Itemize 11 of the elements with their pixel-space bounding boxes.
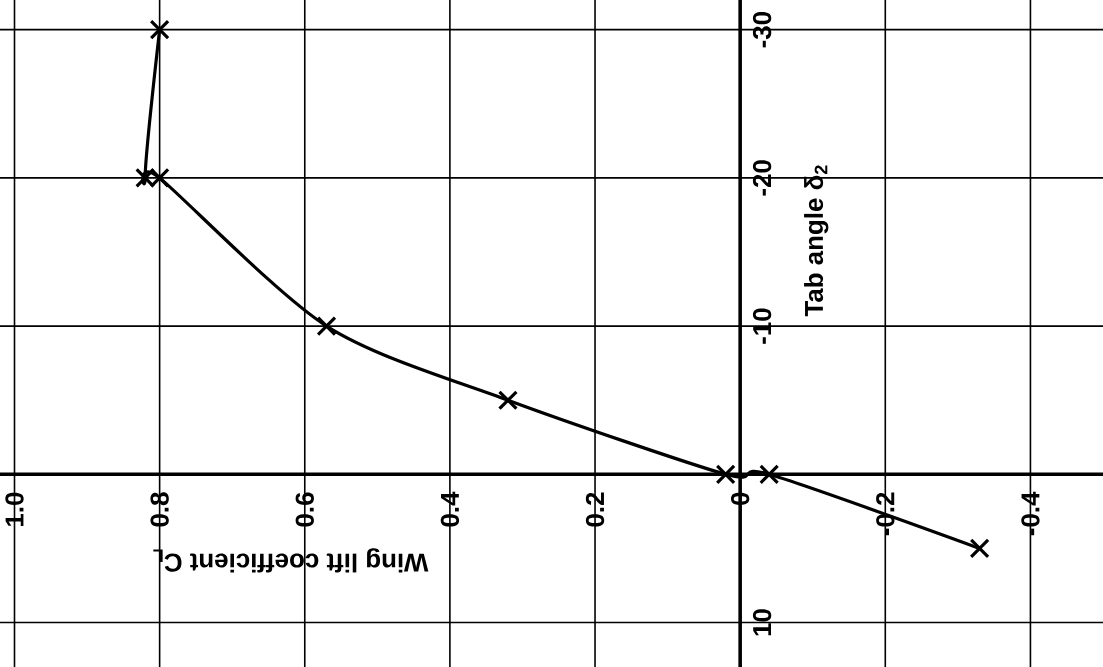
point xyxy=(149,19,170,40)
x-tick-label: 0.2 xyxy=(585,492,605,527)
point xyxy=(316,316,337,337)
point xyxy=(715,464,736,485)
x-tick-label: 1.0 xyxy=(5,492,24,526)
x-tick-label: 0.4 xyxy=(440,491,460,527)
point xyxy=(759,464,780,485)
y-tick-label: 10 xyxy=(752,609,772,636)
point xyxy=(497,390,519,411)
y-tick-label: -20 xyxy=(752,160,772,196)
point xyxy=(969,538,990,559)
